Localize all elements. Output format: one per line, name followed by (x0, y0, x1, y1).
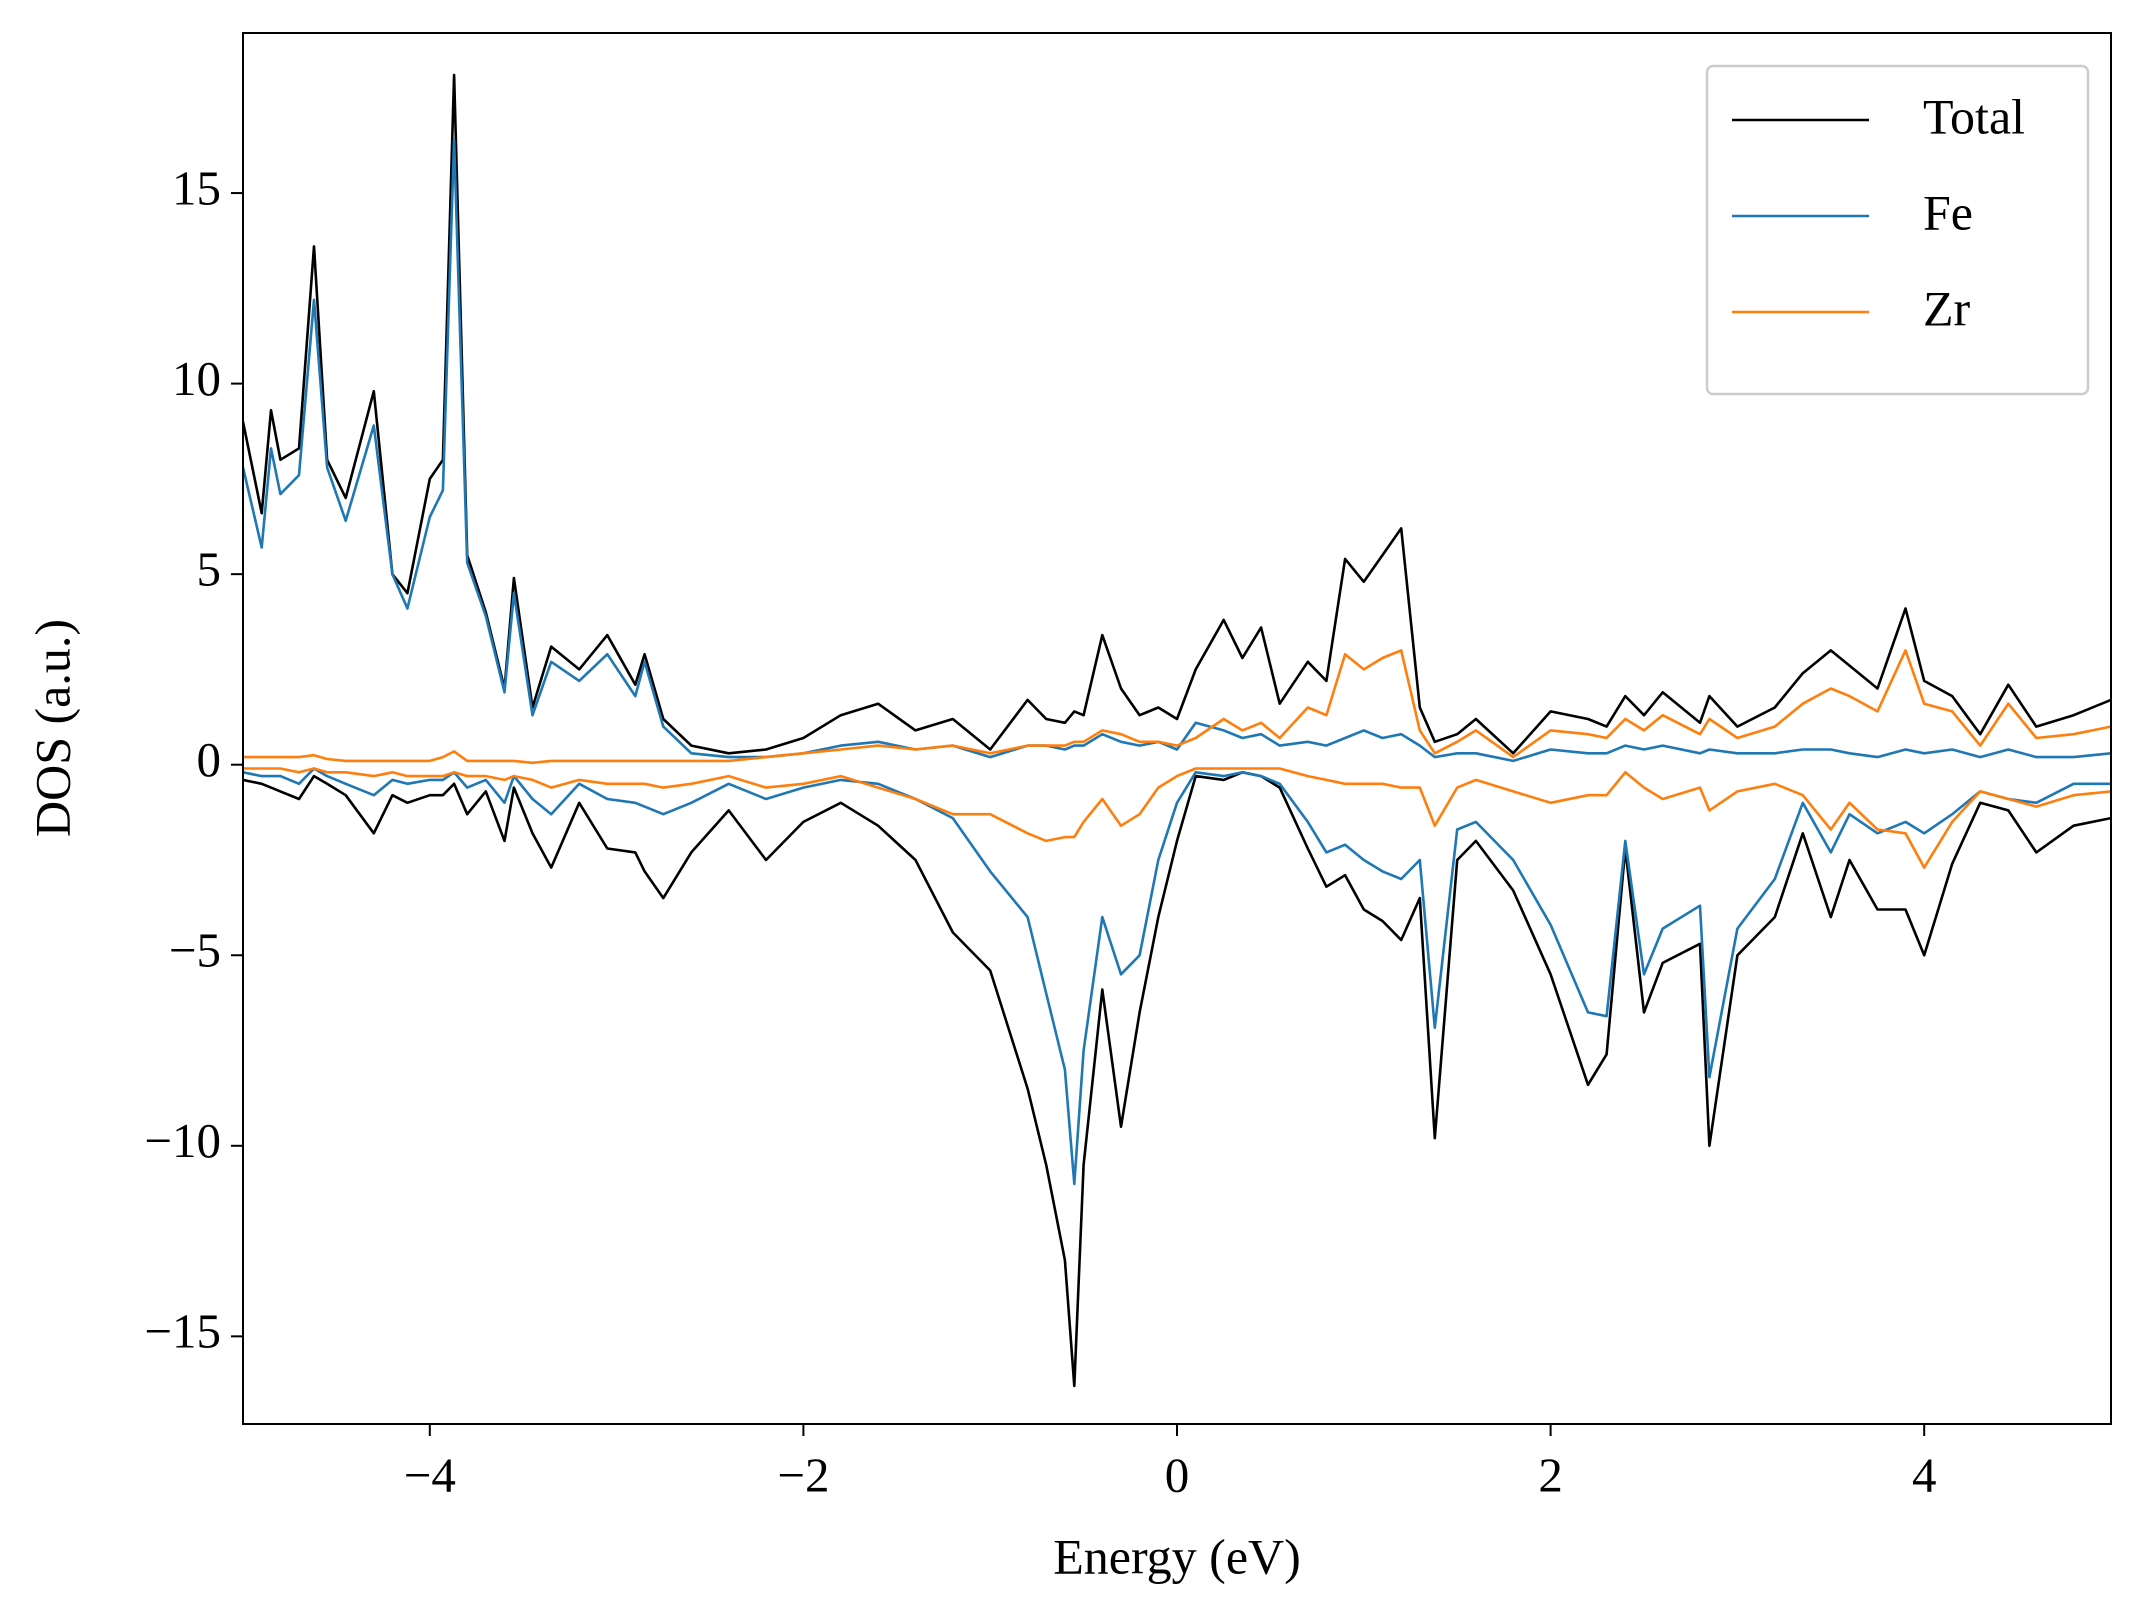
dos-line (243, 649, 2111, 765)
y-axis-label: DOS (a.u.) (24, 619, 80, 837)
y-tick-label: −5 (169, 923, 221, 978)
x-tick-label: −4 (404, 1447, 456, 1502)
legend-label: Zr (1923, 280, 1971, 336)
x-axis-label: Energy (eV) (1053, 1528, 1301, 1584)
y-tick-label: 0 (197, 732, 222, 787)
legend-label: Fe (1923, 184, 1973, 240)
x-tick-label: 0 (1165, 1447, 1190, 1502)
y-tick-label: 5 (197, 541, 222, 596)
y-tick-label: −10 (144, 1113, 221, 1168)
legend-label: Total (1923, 88, 2025, 144)
y-tick-label: 15 (172, 160, 221, 215)
y-tick-label: −15 (144, 1304, 221, 1359)
dos-line (243, 767, 2111, 869)
dos-line (243, 771, 2111, 1388)
x-tick-label: 2 (1538, 1447, 1563, 1502)
y-tick-label: 10 (172, 351, 221, 406)
legend-box (1705, 64, 2090, 396)
x-tick-label: −2 (777, 1447, 829, 1502)
x-tick-label: 4 (1912, 1447, 1937, 1502)
dos-line (243, 767, 2111, 1186)
dos-line (243, 138, 2111, 763)
